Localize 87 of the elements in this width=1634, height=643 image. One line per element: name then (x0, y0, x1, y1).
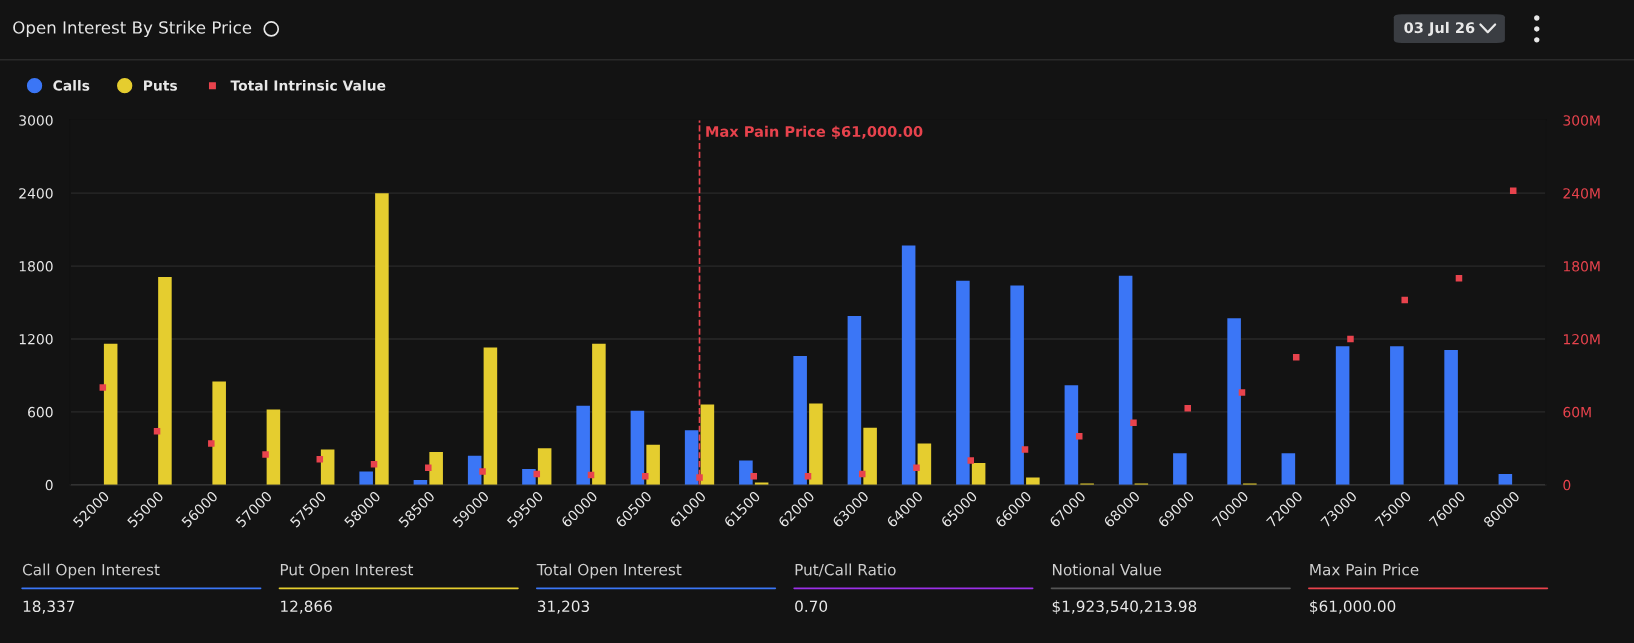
point (425, 464, 432, 472)
bar (1335, 346, 1350, 485)
ref-line-label: Max Pain Price $61,000.00 (706, 125, 923, 139)
text: $61,000.00 (1310, 600, 1396, 615)
bar (483, 347, 498, 485)
bar (901, 245, 916, 485)
text: Notional Value (1052, 563, 1162, 576)
legend-label: Puts (144, 80, 178, 91)
text: Put Open Interest (280, 563, 414, 579)
point (208, 440, 215, 447)
bar (576, 405, 590, 485)
point (1130, 419, 1137, 427)
y-tick-label: 0 (45, 479, 53, 491)
legend-label: Total Intrinsic Value (230, 80, 386, 91)
y-tick-label: 1800 (19, 261, 53, 272)
point (1184, 405, 1191, 412)
point (1509, 187, 1517, 194)
bar (375, 193, 389, 485)
bar (1064, 385, 1079, 485)
point (696, 474, 703, 481)
text: 31,203 (537, 600, 589, 614)
bar (320, 449, 335, 485)
point (967, 457, 975, 464)
y2-tick-label: 180M (1563, 261, 1600, 272)
bar (1118, 275, 1133, 485)
bar (158, 277, 172, 485)
y-tick-label: 1200 (19, 333, 53, 345)
bar (537, 448, 552, 485)
text: Put/Call Ratio (795, 563, 896, 577)
point (859, 470, 866, 478)
y2-tick-label: 60M (1563, 406, 1591, 418)
text: 0.70 (795, 600, 828, 613)
bar (863, 427, 877, 485)
bar (1227, 318, 1241, 485)
point (153, 428, 161, 435)
text: Call Open Interest (22, 563, 160, 579)
bar (1444, 349, 1458, 485)
bar (1010, 285, 1024, 485)
bar (522, 469, 536, 485)
bar (956, 280, 970, 485)
point (1238, 389, 1246, 396)
point (316, 456, 324, 463)
bar (917, 443, 932, 485)
bar (847, 315, 862, 485)
bar (700, 404, 715, 485)
text: Total Open Interest (536, 563, 682, 579)
y2-tick-label: 0 (1563, 479, 1571, 491)
bar (684, 430, 699, 485)
bar (359, 471, 373, 485)
text: 18,337 (23, 600, 75, 614)
y-tick-label: 2400 (19, 188, 53, 199)
bar (1173, 453, 1187, 485)
text: $1,923,540,213.98 (1052, 600, 1197, 615)
bar (1281, 453, 1296, 485)
y2-tick-label: 120M (1563, 333, 1600, 345)
point (1401, 296, 1408, 304)
bar (630, 410, 645, 485)
point (804, 473, 812, 480)
legend-label: Calls (53, 80, 90, 91)
bar (646, 444, 660, 485)
y2-tick-label: 240M (1563, 188, 1600, 199)
text: 03 Jul 26 (1404, 21, 1475, 36)
point (913, 464, 920, 472)
bar (739, 460, 753, 485)
y2-tick-label: 300M (1563, 115, 1600, 126)
point (99, 384, 107, 391)
y-tick-label: 600 (28, 406, 53, 418)
point (1347, 335, 1354, 343)
bar (971, 462, 986, 485)
bar (809, 403, 823, 485)
y-tick-label: 3000 (19, 115, 53, 126)
bar (429, 452, 443, 485)
point (642, 473, 649, 480)
point (479, 468, 486, 475)
bar (212, 381, 226, 485)
bar (793, 356, 807, 485)
text: 12,866 (281, 600, 332, 614)
chart-title: Open Interest By Strike Price (13, 20, 252, 37)
bar (266, 409, 281, 485)
bar (1390, 346, 1404, 485)
point (262, 451, 269, 458)
text: Max Pain Price (1310, 563, 1419, 576)
point (1021, 446, 1029, 453)
point (750, 473, 758, 480)
bar (592, 343, 606, 485)
point (1075, 432, 1083, 440)
bar (103, 343, 118, 485)
